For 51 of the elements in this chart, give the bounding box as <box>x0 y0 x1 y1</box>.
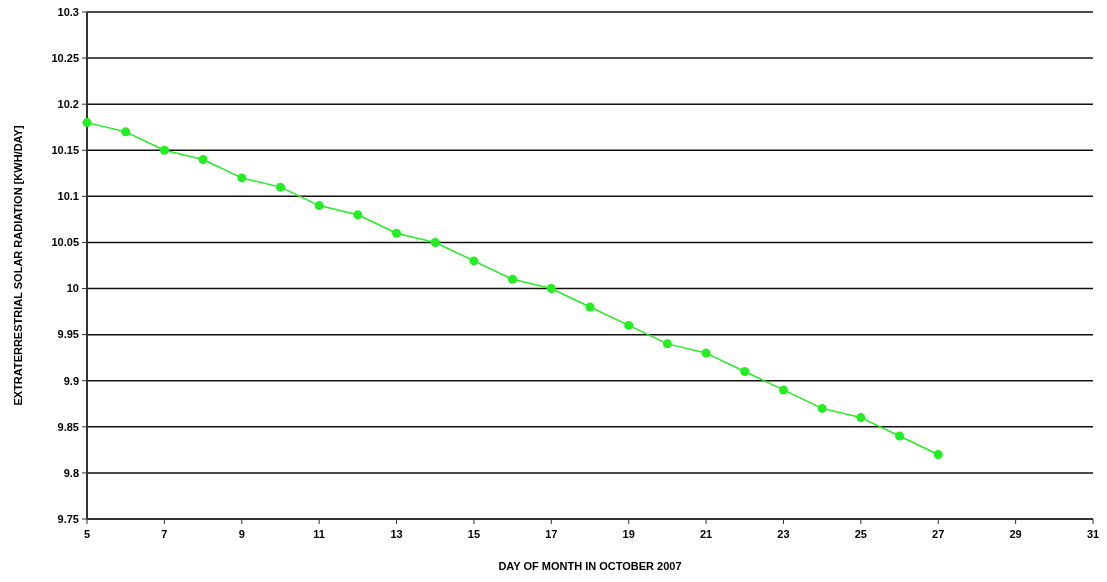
y-tick-label: 10.25 <box>51 51 79 64</box>
y-tick-label: 10.2 <box>57 98 79 111</box>
x-tick-label: 25 <box>854 528 867 540</box>
x-axis-title: DAY OF MONTH IN OCTOBER 2007 <box>498 560 682 572</box>
point <box>121 127 131 137</box>
x-tick-label: 31 <box>1086 528 1100 540</box>
point <box>508 274 518 284</box>
y-tick-label: 10.3 <box>57 5 79 18</box>
x-tick-label: 19 <box>622 528 635 540</box>
x-tick-label: 29 <box>1009 528 1022 540</box>
y-tick-label: 10.15 <box>51 144 79 157</box>
point <box>546 284 556 294</box>
point <box>856 413 866 423</box>
x-tick-label: 21 <box>699 528 713 540</box>
point <box>198 154 208 164</box>
point <box>392 228 402 238</box>
y-tick-label: 9.9 <box>63 374 79 387</box>
y-axis-title: EXTRATERRESTRIAL SOLAR RADIATION [KWH/DAY] <box>12 125 24 406</box>
x-tick-label: 27 <box>932 528 945 540</box>
x-tick-label: 17 <box>545 528 558 540</box>
point <box>624 320 634 330</box>
x-tick-label: 9 <box>238 528 245 540</box>
y-tick-label: 10.1 <box>57 190 79 203</box>
x-tick-label: 5 <box>83 528 91 540</box>
x-tick-label: 13 <box>390 528 403 540</box>
point <box>430 237 440 247</box>
point <box>740 367 750 377</box>
y-tick-label: 10.05 <box>51 236 79 249</box>
x-tick-label: 23 <box>777 528 790 540</box>
point <box>82 118 92 128</box>
point <box>353 210 363 220</box>
point <box>778 385 788 395</box>
y-tick-label: 10 <box>66 282 79 295</box>
x-tick-label: 11 <box>313 528 325 540</box>
y-tick-label: 9.85 <box>57 420 79 433</box>
point <box>933 449 943 459</box>
y-tick-label: 9.75 <box>57 512 79 525</box>
point <box>662 339 672 349</box>
x-tick-label: 7 <box>161 528 168 540</box>
x-tick-label: 15 <box>467 528 481 540</box>
point <box>701 348 711 358</box>
point <box>895 431 905 441</box>
y-tick-label: 9.8 <box>63 466 79 479</box>
point <box>314 201 324 211</box>
point <box>159 145 169 155</box>
point <box>817 403 827 413</box>
point <box>585 302 595 312</box>
point <box>275 182 285 192</box>
y-tick-label: 9.95 <box>57 328 79 341</box>
point <box>469 256 479 266</box>
point <box>237 173 247 183</box>
